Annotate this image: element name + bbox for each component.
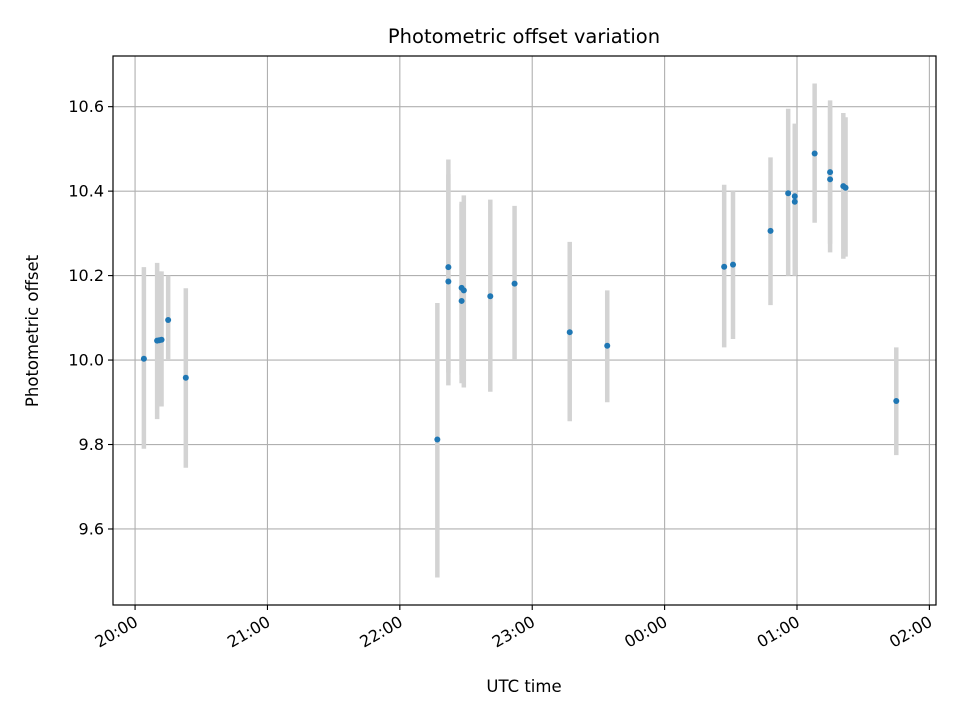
data-point <box>721 263 728 270</box>
data-point <box>182 374 189 381</box>
data-point <box>893 398 900 405</box>
y-tick-label: 10.2 <box>68 266 104 285</box>
data-point <box>434 436 441 443</box>
y-tick-label: 10.4 <box>68 182 104 201</box>
data-point <box>811 150 818 157</box>
data-point <box>730 261 737 268</box>
y-tick-label: 10.6 <box>68 97 104 116</box>
data-points <box>140 150 900 443</box>
x-axis-label: UTC time <box>486 677 561 696</box>
y-tick-label: 10.0 <box>68 351 104 370</box>
data-point <box>785 190 792 197</box>
data-point <box>445 278 452 285</box>
data-point <box>140 355 147 362</box>
data-point <box>158 336 165 343</box>
chart-title: Photometric offset variation <box>388 25 660 48</box>
data-point <box>604 342 611 349</box>
data-point <box>767 227 774 234</box>
data-point <box>460 287 467 294</box>
data-point <box>827 169 834 176</box>
data-point <box>842 184 849 191</box>
data-point <box>566 329 573 336</box>
data-point <box>511 280 518 287</box>
y-tick-label: 9.6 <box>79 519 104 538</box>
y-tick-label: 9.8 <box>79 435 104 454</box>
data-point <box>791 198 798 205</box>
data-point <box>791 193 798 200</box>
data-point <box>487 293 494 300</box>
y-axis: 9.6 9.8 10.0 10.2 10.4 10.6 <box>68 97 113 538</box>
y-axis-label: Photometric offset <box>23 254 42 407</box>
data-point <box>827 176 834 183</box>
plot-frame <box>112 55 937 606</box>
data-point <box>445 264 452 271</box>
data-point <box>165 316 172 323</box>
data-point <box>458 297 465 304</box>
grid <box>113 56 936 605</box>
